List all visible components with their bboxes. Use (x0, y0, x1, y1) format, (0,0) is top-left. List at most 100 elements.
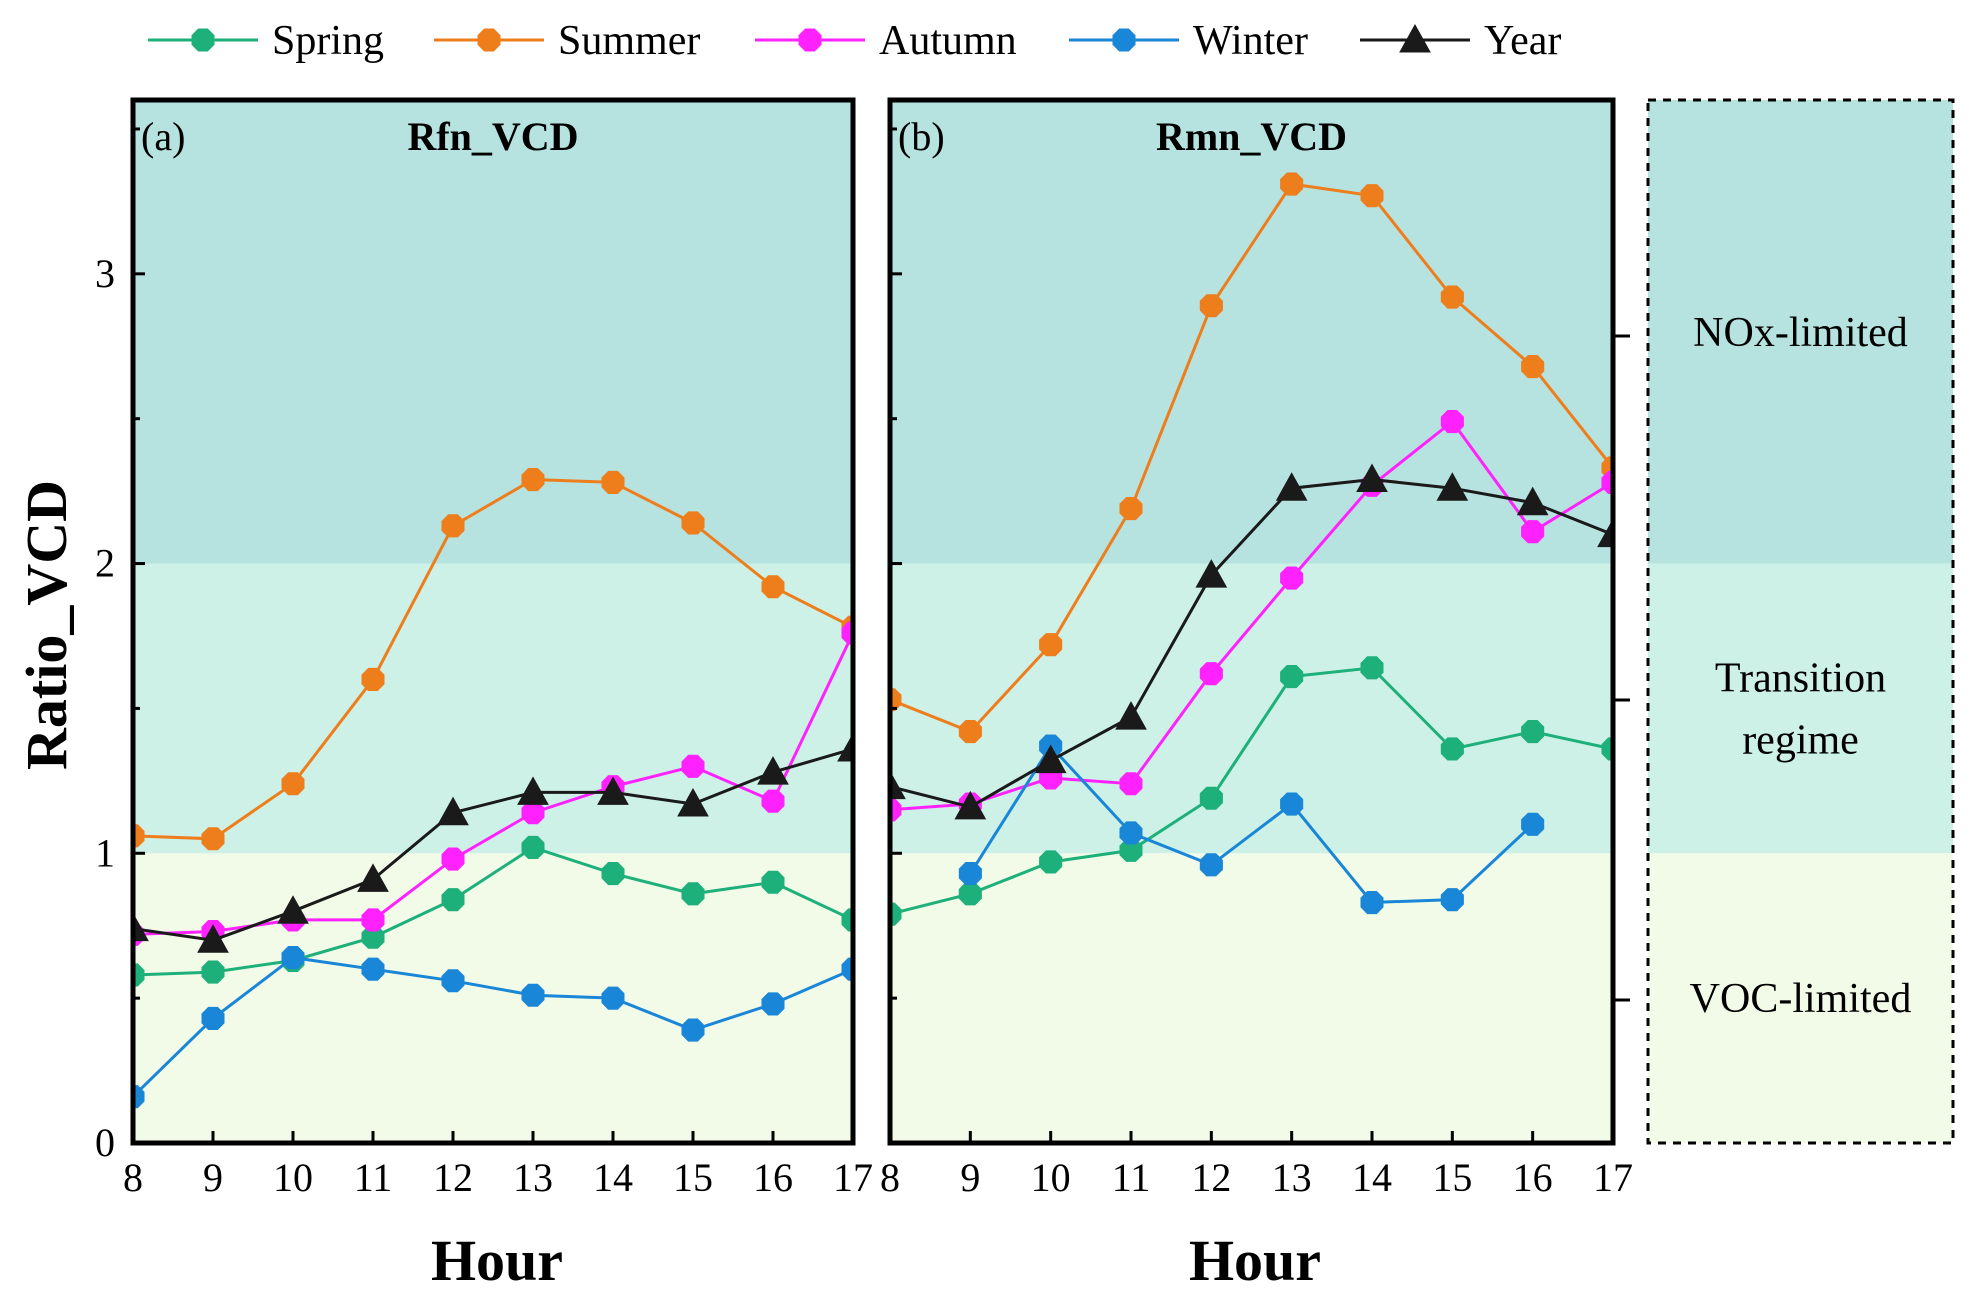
x-axis-title-b: Hour (1189, 1228, 1321, 1293)
data-point-spring (1039, 850, 1063, 874)
data-point-year (1115, 701, 1147, 730)
x-tick-label: 11 (1112, 1155, 1151, 1200)
legend-marker (477, 28, 501, 52)
y-tick-label: 3 (95, 251, 115, 296)
data-point-spring (1119, 838, 1143, 862)
data-point-year (277, 895, 309, 924)
legend-item-autumn: Autumn (755, 18, 1017, 64)
data-point-summer (133, 824, 145, 848)
data-point-summer (1360, 184, 1384, 208)
data-point-winter (1521, 812, 1545, 836)
data-point-winter (1360, 891, 1384, 915)
panel-tag: (b) (898, 114, 945, 159)
x-tick-label: 13 (1272, 1155, 1312, 1200)
data-point-summer (958, 720, 982, 744)
data-point-spring (201, 960, 225, 984)
data-point-summer (1199, 294, 1223, 318)
data-point-summer (601, 470, 625, 494)
data-point-year (757, 756, 789, 785)
data-point-summer (1440, 285, 1464, 309)
data-point-autumn (890, 798, 902, 822)
x-tick-label: 8 (123, 1155, 143, 1200)
data-point-spring (441, 888, 465, 912)
data-point-year (1275, 472, 1308, 501)
data-point-year (357, 863, 389, 892)
data-point-winter (1119, 821, 1143, 845)
plot-frame (887, 97, 1616, 1146)
data-point-year (197, 924, 229, 953)
data-point-year (890, 770, 906, 800)
data-point-year (1516, 486, 1549, 516)
data-point-autumn (1280, 566, 1304, 590)
data-point-spring (1440, 737, 1464, 761)
data-point-winter (133, 1085, 145, 1109)
data-point-spring (958, 882, 982, 906)
data-point-winter (601, 986, 625, 1010)
data-point-autumn (521, 801, 545, 825)
x-tick-label: 9 (203, 1155, 223, 1200)
legend-marker (1399, 23, 1431, 53)
data-point-winter (1440, 888, 1464, 912)
data-point-year (1597, 518, 1613, 548)
data-point-autumn (1199, 662, 1223, 686)
x-tick-label: 17 (833, 1155, 873, 1200)
series-line-summer (133, 477, 853, 841)
legend-marker (1112, 28, 1136, 52)
regime-key-frame (1646, 98, 1955, 1145)
data-point-spring (681, 882, 705, 906)
regime-label: NOx-limited (1693, 310, 1908, 356)
legend-item-summer: Summer (434, 18, 700, 64)
x-tick-label: 12 (1191, 1155, 1231, 1200)
legend-marker (798, 28, 822, 52)
x-tick-label: 14 (593, 1155, 633, 1200)
data-point-spring (1360, 656, 1384, 680)
series-group (133, 468, 853, 1109)
y-axis-title: Ratio_VCD (14, 480, 79, 770)
data-point-year (1356, 463, 1388, 493)
data-point-year (677, 787, 709, 817)
data-point-spring (1199, 786, 1223, 810)
regime-label: Transition (1715, 655, 1886, 701)
data-point-spring (133, 963, 145, 987)
data-point-spring (1280, 665, 1304, 689)
series-line-year (133, 747, 853, 942)
data-point-winter (521, 983, 545, 1007)
data-point-winter (281, 946, 305, 970)
data-point-autumn (1601, 470, 1613, 494)
legend-item-winter: Winter (1069, 18, 1308, 64)
data-point-winter (201, 1006, 225, 1030)
regime-key-band (1648, 563, 1953, 854)
regime-label: VOC-limited (1690, 976, 1912, 1022)
x-tick-label: 17 (1593, 1155, 1633, 1200)
data-point-summer (281, 772, 305, 796)
data-point-summer (1119, 497, 1143, 521)
series-line-summer (890, 182, 1613, 734)
data-point-spring (361, 925, 385, 949)
x-tick-label: 10 (1031, 1155, 1071, 1200)
data-point-spring (841, 908, 853, 932)
x-tick-label: 16 (753, 1155, 793, 1200)
data-point-autumn (1119, 772, 1143, 796)
data-point-summer (441, 514, 465, 538)
data-point-autumn (1521, 520, 1545, 544)
x-tick-label: 9 (960, 1155, 980, 1200)
panel-title: Rfn_VCD (407, 114, 578, 159)
x-tick-label: 8 (880, 1155, 900, 1200)
legend-item-year: Year (1360, 18, 1561, 64)
data-point-summer (1039, 633, 1063, 657)
data-point-autumn (361, 908, 385, 932)
data-point-autumn (1440, 410, 1464, 434)
data-point-spring (1601, 737, 1613, 761)
data-point-year (1436, 472, 1469, 501)
series-line-year (890, 477, 1613, 809)
data-point-winter (361, 957, 385, 981)
x-tick-label: 10 (273, 1155, 313, 1200)
data-point-summer (1280, 172, 1304, 196)
legend-label: Summer (558, 18, 700, 64)
panel-b: 8 9 10 11 12 13 14 15 16 17 (b) Rmn_VCD (880, 97, 1633, 1200)
data-point-summer (761, 575, 785, 599)
y-tick-label: 2 (95, 541, 115, 586)
legend-marker (191, 28, 215, 52)
data-point-summer (681, 511, 705, 535)
